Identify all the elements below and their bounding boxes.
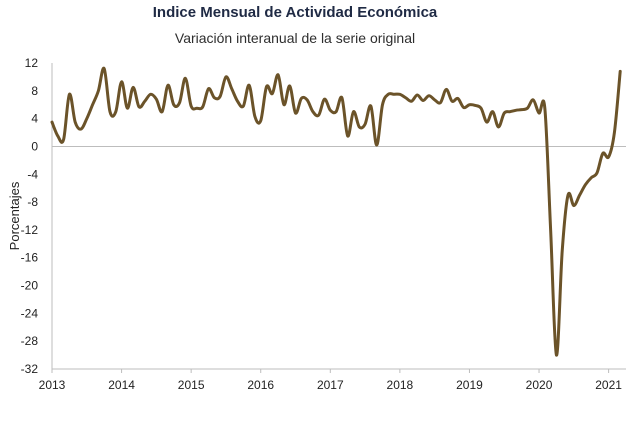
y-tick-label: -16 [21,251,39,265]
y-tick-label: 8 [31,84,38,98]
y-axis-title: Porcentajes [7,181,22,250]
x-tick-label: 2015 [178,378,205,392]
y-tick-label: -24 [21,306,39,320]
x-tick-label: 2017 [317,378,344,392]
y-tick-label: 0 [31,139,38,153]
y-tick-label: -28 [21,334,39,348]
series-line [50,66,622,357]
y-tick-label: -12 [21,223,39,237]
x-tick-label: 2013 [39,378,66,392]
y-tick-label: 12 [25,56,39,70]
y-tick-label: -8 [27,195,38,209]
chart-title: Indice Mensual de Actividad Económica [152,4,438,21]
x-tick-label: 2021 [595,378,622,392]
x-tick-label: 2020 [526,378,553,392]
y-axis: 12 8 4 0 -4 -8 -12 -16 -20 -24 -28 -32 [21,56,39,376]
x-axis: 2013 2014 2015 2016 2017 2018 2019 2020 2021 [39,369,622,392]
x-tick-label: 2019 [456,378,483,392]
y-tick-label: -32 [21,362,39,376]
x-tick-label: 2018 [387,378,414,392]
y-tick-label: -20 [21,279,39,293]
chart-subtitle: Variación interanual de la serie origina… [174,30,416,46]
x-tick-label: 2014 [108,378,135,392]
y-tick-label: -4 [27,167,38,181]
y-tick-label: 4 [31,112,38,126]
x-tick-label: 2016 [247,378,274,392]
